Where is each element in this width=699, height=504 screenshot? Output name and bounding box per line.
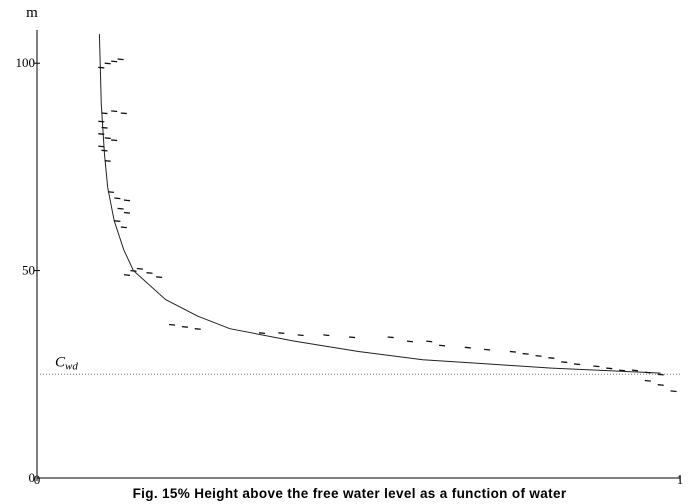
data-point: [130, 269, 137, 272]
data-point: [98, 66, 105, 69]
data-point: [670, 390, 677, 393]
data-point: [644, 371, 651, 374]
data-point: [107, 191, 115, 194]
data-point: [509, 350, 516, 353]
data-point: [194, 328, 201, 330]
data-point: [406, 340, 414, 343]
data-point: [123, 211, 131, 214]
data-point: [114, 220, 121, 223]
data-point: [657, 373, 664, 376]
data-point: [101, 149, 108, 152]
data-point: [104, 160, 111, 162]
y-tick-label: 100: [16, 55, 36, 70]
data-point: [323, 334, 330, 337]
data-point: [593, 365, 600, 368]
data-point: [104, 62, 111, 65]
reference-line-label-main: C: [55, 354, 66, 370]
data-point: [146, 272, 153, 274]
data-point: [111, 60, 118, 63]
data-point: [644, 379, 651, 382]
data-point: [101, 112, 108, 115]
fitted-curve: [98, 34, 661, 374]
data-point: [101, 126, 108, 129]
x-tick-label: 0: [34, 472, 41, 484]
data-point: [548, 357, 555, 359]
y-tick-label: 0: [29, 470, 36, 484]
data-point: [117, 58, 124, 61]
data-point: [464, 346, 471, 349]
data-point: [123, 274, 131, 276]
figure-caption: Fig. 15% Height above the free water lev…: [132, 486, 567, 501]
data-point: [98, 120, 105, 123]
data-point: [120, 112, 127, 115]
data-point: [104, 137, 111, 140]
data-point: [136, 267, 143, 270]
data-point: [114, 197, 121, 200]
data-point: [258, 332, 266, 335]
data-point: [111, 139, 118, 142]
data-point: [98, 145, 105, 148]
data-point: [426, 340, 433, 343]
data-point: [111, 110, 118, 113]
y-tick-label: 50: [22, 263, 35, 278]
data-point: [439, 344, 446, 347]
data-point: [522, 352, 529, 355]
x-tick-label: 1: [677, 472, 684, 484]
data-point: [278, 332, 285, 335]
data-point: [181, 325, 188, 328]
axes: [36, 30, 680, 479]
data-point: [657, 384, 664, 386]
data-point: [156, 276, 163, 279]
y-ticks: 0 50 100: [16, 55, 40, 484]
data-point: [387, 336, 394, 339]
data-point: [561, 361, 568, 364]
data-point: [117, 207, 124, 210]
data-point: [574, 363, 581, 366]
data-points: [98, 58, 677, 393]
data-point: [123, 199, 131, 202]
data-point: [98, 133, 105, 135]
data-point: [535, 354, 542, 357]
reference-line-label: Cwd: [55, 354, 78, 372]
data-point: [297, 334, 304, 337]
data-point: [606, 367, 613, 370]
reference-line-label-subscript: wd: [65, 360, 78, 372]
data-point: [484, 348, 491, 351]
data-point: [120, 226, 127, 229]
data-point: [631, 369, 639, 372]
data-point: [349, 336, 356, 339]
y-axis-title: m: [26, 5, 38, 21]
data-point: [619, 369, 626, 372]
data-point: [168, 323, 176, 326]
